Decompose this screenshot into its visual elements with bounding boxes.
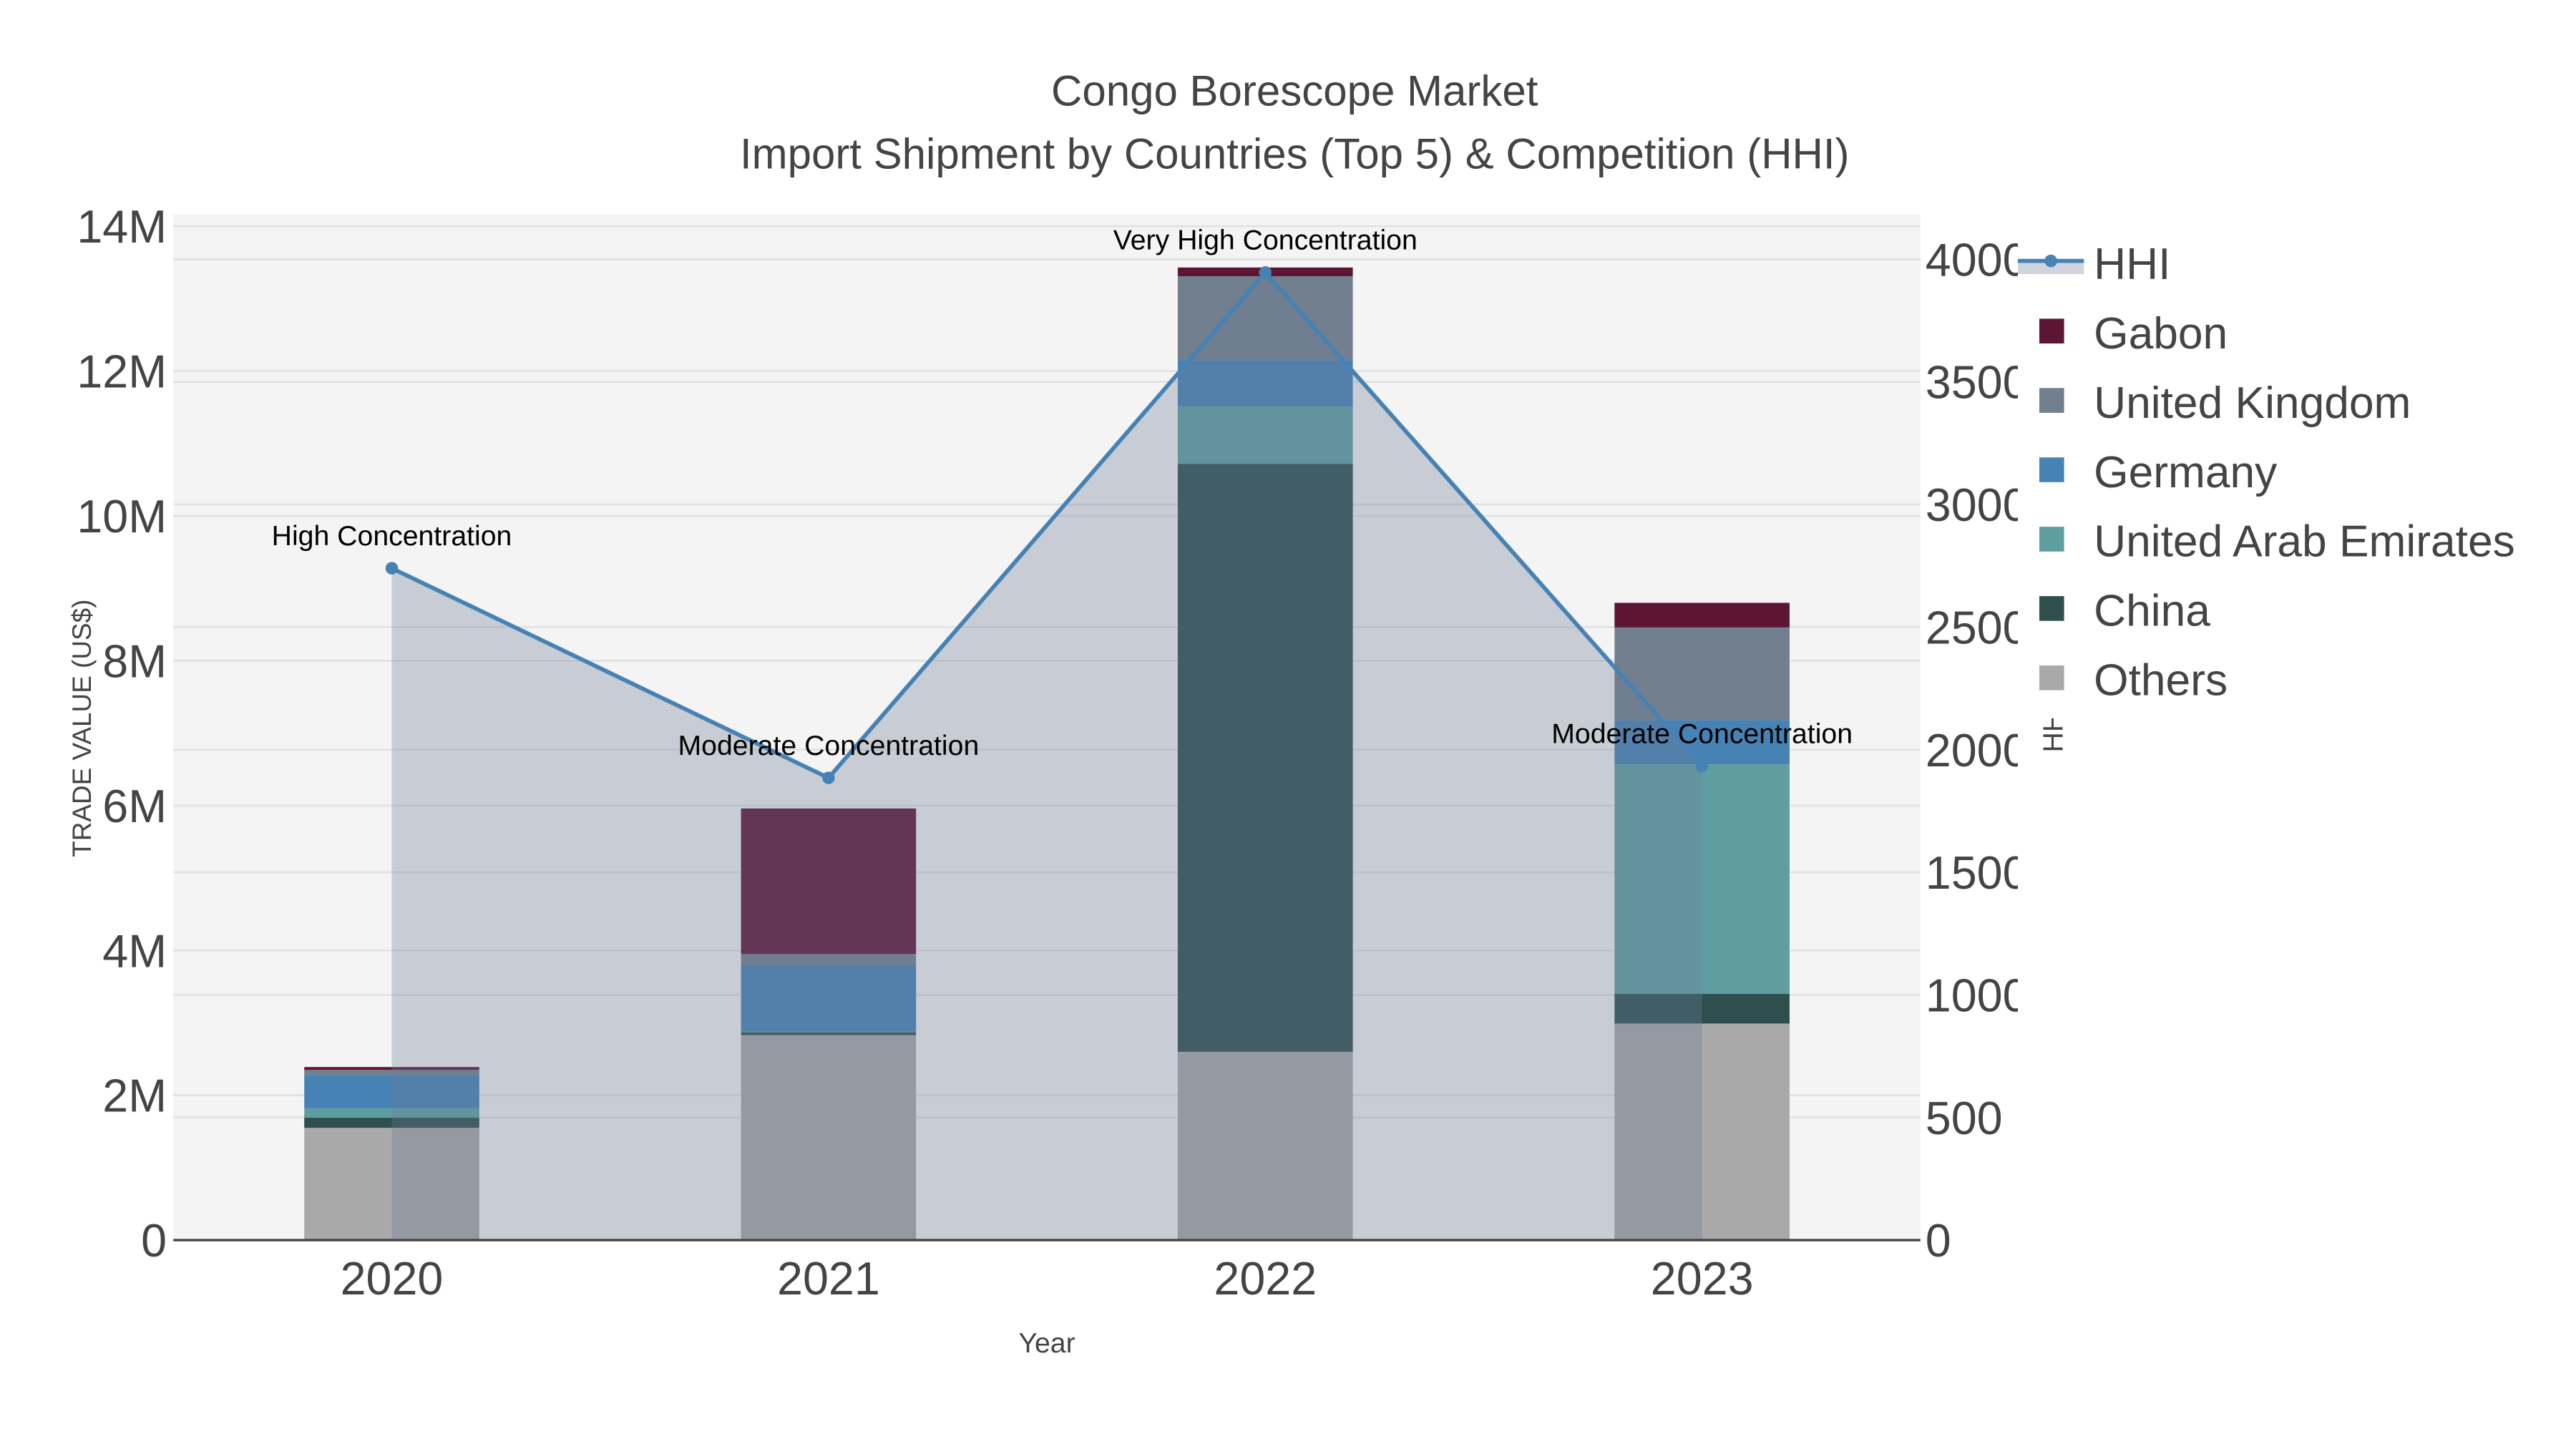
bar-germany-2020	[304, 1075, 479, 1108]
bar-united-arab-emirates-2022	[1177, 406, 1353, 464]
bar-germany-2022	[1177, 360, 1353, 407]
bar-germany-2023	[1614, 720, 1790, 765]
bar-china-2021	[741, 1032, 917, 1035]
bar-united-kingdom-2023	[1614, 627, 1790, 721]
bar-china-2022	[1177, 464, 1353, 1052]
legend-label: Gabon	[2094, 309, 2228, 358]
bar-united-kingdom-2021	[741, 954, 917, 966]
x-axis-title: Year	[1018, 1327, 1075, 1359]
bar-others-2023	[1614, 1023, 1790, 1241]
legend-label: HHI	[2094, 240, 2170, 289]
chart-title: Congo Borescope Market	[1051, 67, 1538, 115]
legend-hhi-area-swatch	[2018, 260, 2084, 275]
x-tick-label: 2023	[1651, 1253, 1754, 1304]
y-axis-title: TRADE VALUE (US$)	[67, 600, 97, 857]
legend-hhi-marker	[2044, 254, 2057, 268]
y2-tick-label: 500	[1926, 1093, 2003, 1144]
bar-others-2021	[741, 1035, 917, 1241]
legend-label: United Kingdom	[2094, 379, 2411, 428]
y2-tick-label: 3500	[1926, 357, 2029, 409]
legend-label: Others	[2094, 656, 2228, 706]
y-tick-label: 6M	[102, 781, 167, 832]
bar-united-arab-emirates-2020	[304, 1108, 479, 1118]
bar-united-arab-emirates-2023	[1614, 764, 1790, 994]
y2-tick-label: 2000	[1926, 725, 2029, 776]
y2-tick-label: 4000	[1926, 234, 2029, 286]
legend-swatch-others	[2039, 665, 2064, 691]
y2-tick-label: 1500	[1926, 847, 2029, 899]
y-tick-label: 2M	[102, 1070, 167, 1122]
y2-tick-label: 2500	[1926, 602, 2029, 653]
bar-gabon-2023	[1614, 602, 1790, 628]
legend-label: China	[2094, 587, 2210, 636]
x-tick-label: 2020	[341, 1253, 444, 1304]
legend-swatch-germany	[2039, 457, 2064, 482]
hhi-annotation: High Concentration	[272, 520, 512, 552]
y-tick-label: 14M	[77, 201, 167, 253]
hhi-area	[391, 272, 1702, 1241]
bar-united-kingdom-2022	[1177, 275, 1353, 361]
y-tick-label: 0	[141, 1215, 167, 1267]
y-tick-label: 8M	[102, 635, 167, 687]
hhi-point-2020	[385, 562, 399, 575]
bar-united-kingdom-2020	[304, 1070, 479, 1075]
bar-others-2020	[304, 1128, 479, 1241]
hhi-annotation: Very High Concentration	[1113, 225, 1418, 256]
y-tick-label: 4M	[102, 925, 167, 977]
bar-germany-2021	[741, 965, 917, 1032]
bar-gabon-2021	[741, 808, 917, 955]
legend-label: United Arab Emirates	[2094, 517, 2515, 567]
hhi-annotation: Moderate Concentration	[678, 730, 980, 761]
chart-subtitle: Import Shipment by Countries (Top 5) & C…	[740, 130, 1850, 177]
y2-tick-label: 3000	[1926, 479, 2029, 531]
bar-china-2023	[1614, 993, 1790, 1024]
hhi-point-2021	[822, 771, 835, 784]
bar-united-arab-emirates-2021	[741, 1031, 917, 1033]
x-tick-label: 2022	[1214, 1253, 1317, 1304]
legend-swatch-united-kingdom	[2039, 388, 2064, 413]
legend-swatch-gabon	[2039, 318, 2064, 343]
legend-swatch-united-arab-emirates	[2039, 527, 2064, 552]
bar-others-2022	[1177, 1051, 1353, 1241]
y-tick-label: 12M	[77, 346, 167, 398]
legend: HHI Gabon United Kingdom Germany United Arab…	[2017, 240, 2515, 706]
hhi-point-2022	[1259, 266, 1272, 279]
bar-gabon-2020	[304, 1067, 479, 1070]
y-tick-label: 10M	[77, 491, 167, 542]
legend-label: Germany	[2094, 448, 2278, 497]
bar-china-2020	[304, 1118, 479, 1128]
legend-swatch-china	[2039, 596, 2064, 621]
legend-background	[2018, 223, 2576, 718]
hhi-point-2023	[1695, 759, 1709, 773]
hhi-annotation: Moderate Concentration	[1551, 718, 1853, 749]
hhi-line	[391, 269, 1704, 781]
y2-tick-label: 0	[1926, 1215, 1951, 1267]
y2-tick-label: 1000	[1926, 970, 2029, 1021]
x-tick-label: 2021	[777, 1253, 880, 1304]
